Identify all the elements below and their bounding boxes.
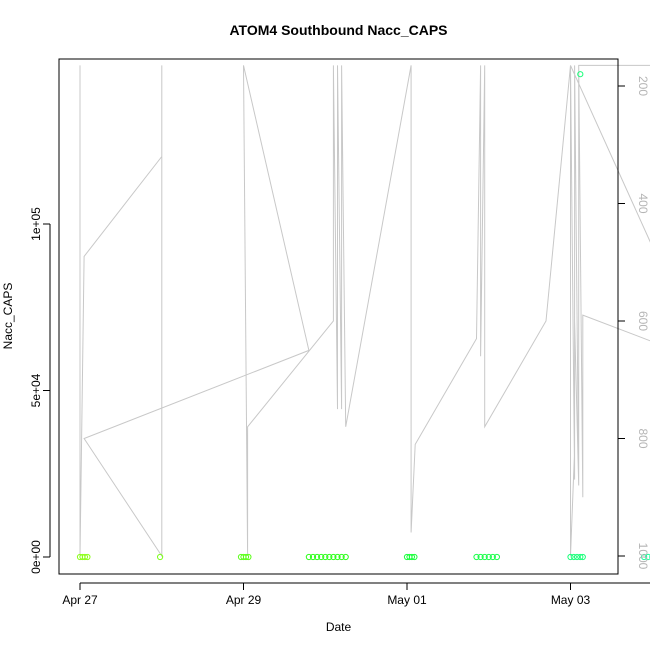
data-point bbox=[338, 553, 345, 561]
points-layer bbox=[76, 71, 650, 561]
data-point bbox=[473, 553, 480, 561]
y-tick-label: 0e+00 bbox=[29, 540, 43, 574]
right-axis: 200 400 600 800 1000 bbox=[617, 76, 650, 570]
data-point bbox=[477, 553, 484, 561]
data-point bbox=[573, 553, 581, 561]
right-tick-label: 200 bbox=[636, 76, 650, 96]
data-point bbox=[318, 553, 325, 561]
data-point bbox=[411, 553, 418, 561]
x-tick-label: Apr 29 bbox=[226, 593, 262, 607]
data-point bbox=[567, 553, 574, 561]
x-tick-label: May 03 bbox=[551, 593, 591, 607]
x-tick-label: May 01 bbox=[387, 593, 427, 607]
data-point bbox=[242, 553, 250, 561]
data-point bbox=[330, 553, 337, 561]
y-axis-label: Nacc_CAPS bbox=[1, 283, 15, 350]
y-tick-label: 1e+05 bbox=[29, 207, 43, 241]
data-point bbox=[309, 553, 317, 561]
data-point bbox=[645, 553, 650, 561]
data-point bbox=[481, 553, 488, 561]
data-point bbox=[157, 553, 164, 561]
data-point bbox=[570, 553, 577, 561]
y-axis: 0e+00 5e+04 1e+05 bbox=[29, 207, 51, 574]
data-point bbox=[342, 553, 349, 561]
data-point bbox=[322, 553, 329, 561]
data-point bbox=[314, 553, 321, 561]
right-tick-label: 600 bbox=[636, 311, 650, 331]
data-point bbox=[408, 553, 415, 561]
data-point bbox=[641, 553, 648, 561]
data-point bbox=[577, 553, 584, 561]
data-point bbox=[334, 553, 341, 561]
data-point bbox=[577, 71, 584, 78]
x-tick-label: Apr 27 bbox=[62, 593, 98, 607]
data-point bbox=[81, 553, 89, 561]
data-point bbox=[489, 553, 496, 561]
x-axis-label: Date bbox=[326, 620, 352, 634]
right-tick-label: 800 bbox=[636, 428, 650, 448]
right-tick-label: 400 bbox=[636, 193, 650, 213]
grey-series-line bbox=[79, 64, 650, 558]
chart-title: ATOM4 Southbound Nacc_CAPS bbox=[229, 22, 447, 38]
data-point bbox=[245, 553, 252, 561]
data-point bbox=[485, 553, 492, 561]
data-point bbox=[305, 553, 312, 561]
data-point bbox=[493, 553, 500, 561]
grey-line-layer bbox=[79, 64, 650, 558]
data-point bbox=[326, 553, 333, 561]
data-point bbox=[84, 553, 91, 561]
y-tick-label: 5e+04 bbox=[29, 373, 43, 407]
data-point bbox=[579, 553, 586, 561]
right-tick-label: 1000 bbox=[636, 543, 650, 570]
